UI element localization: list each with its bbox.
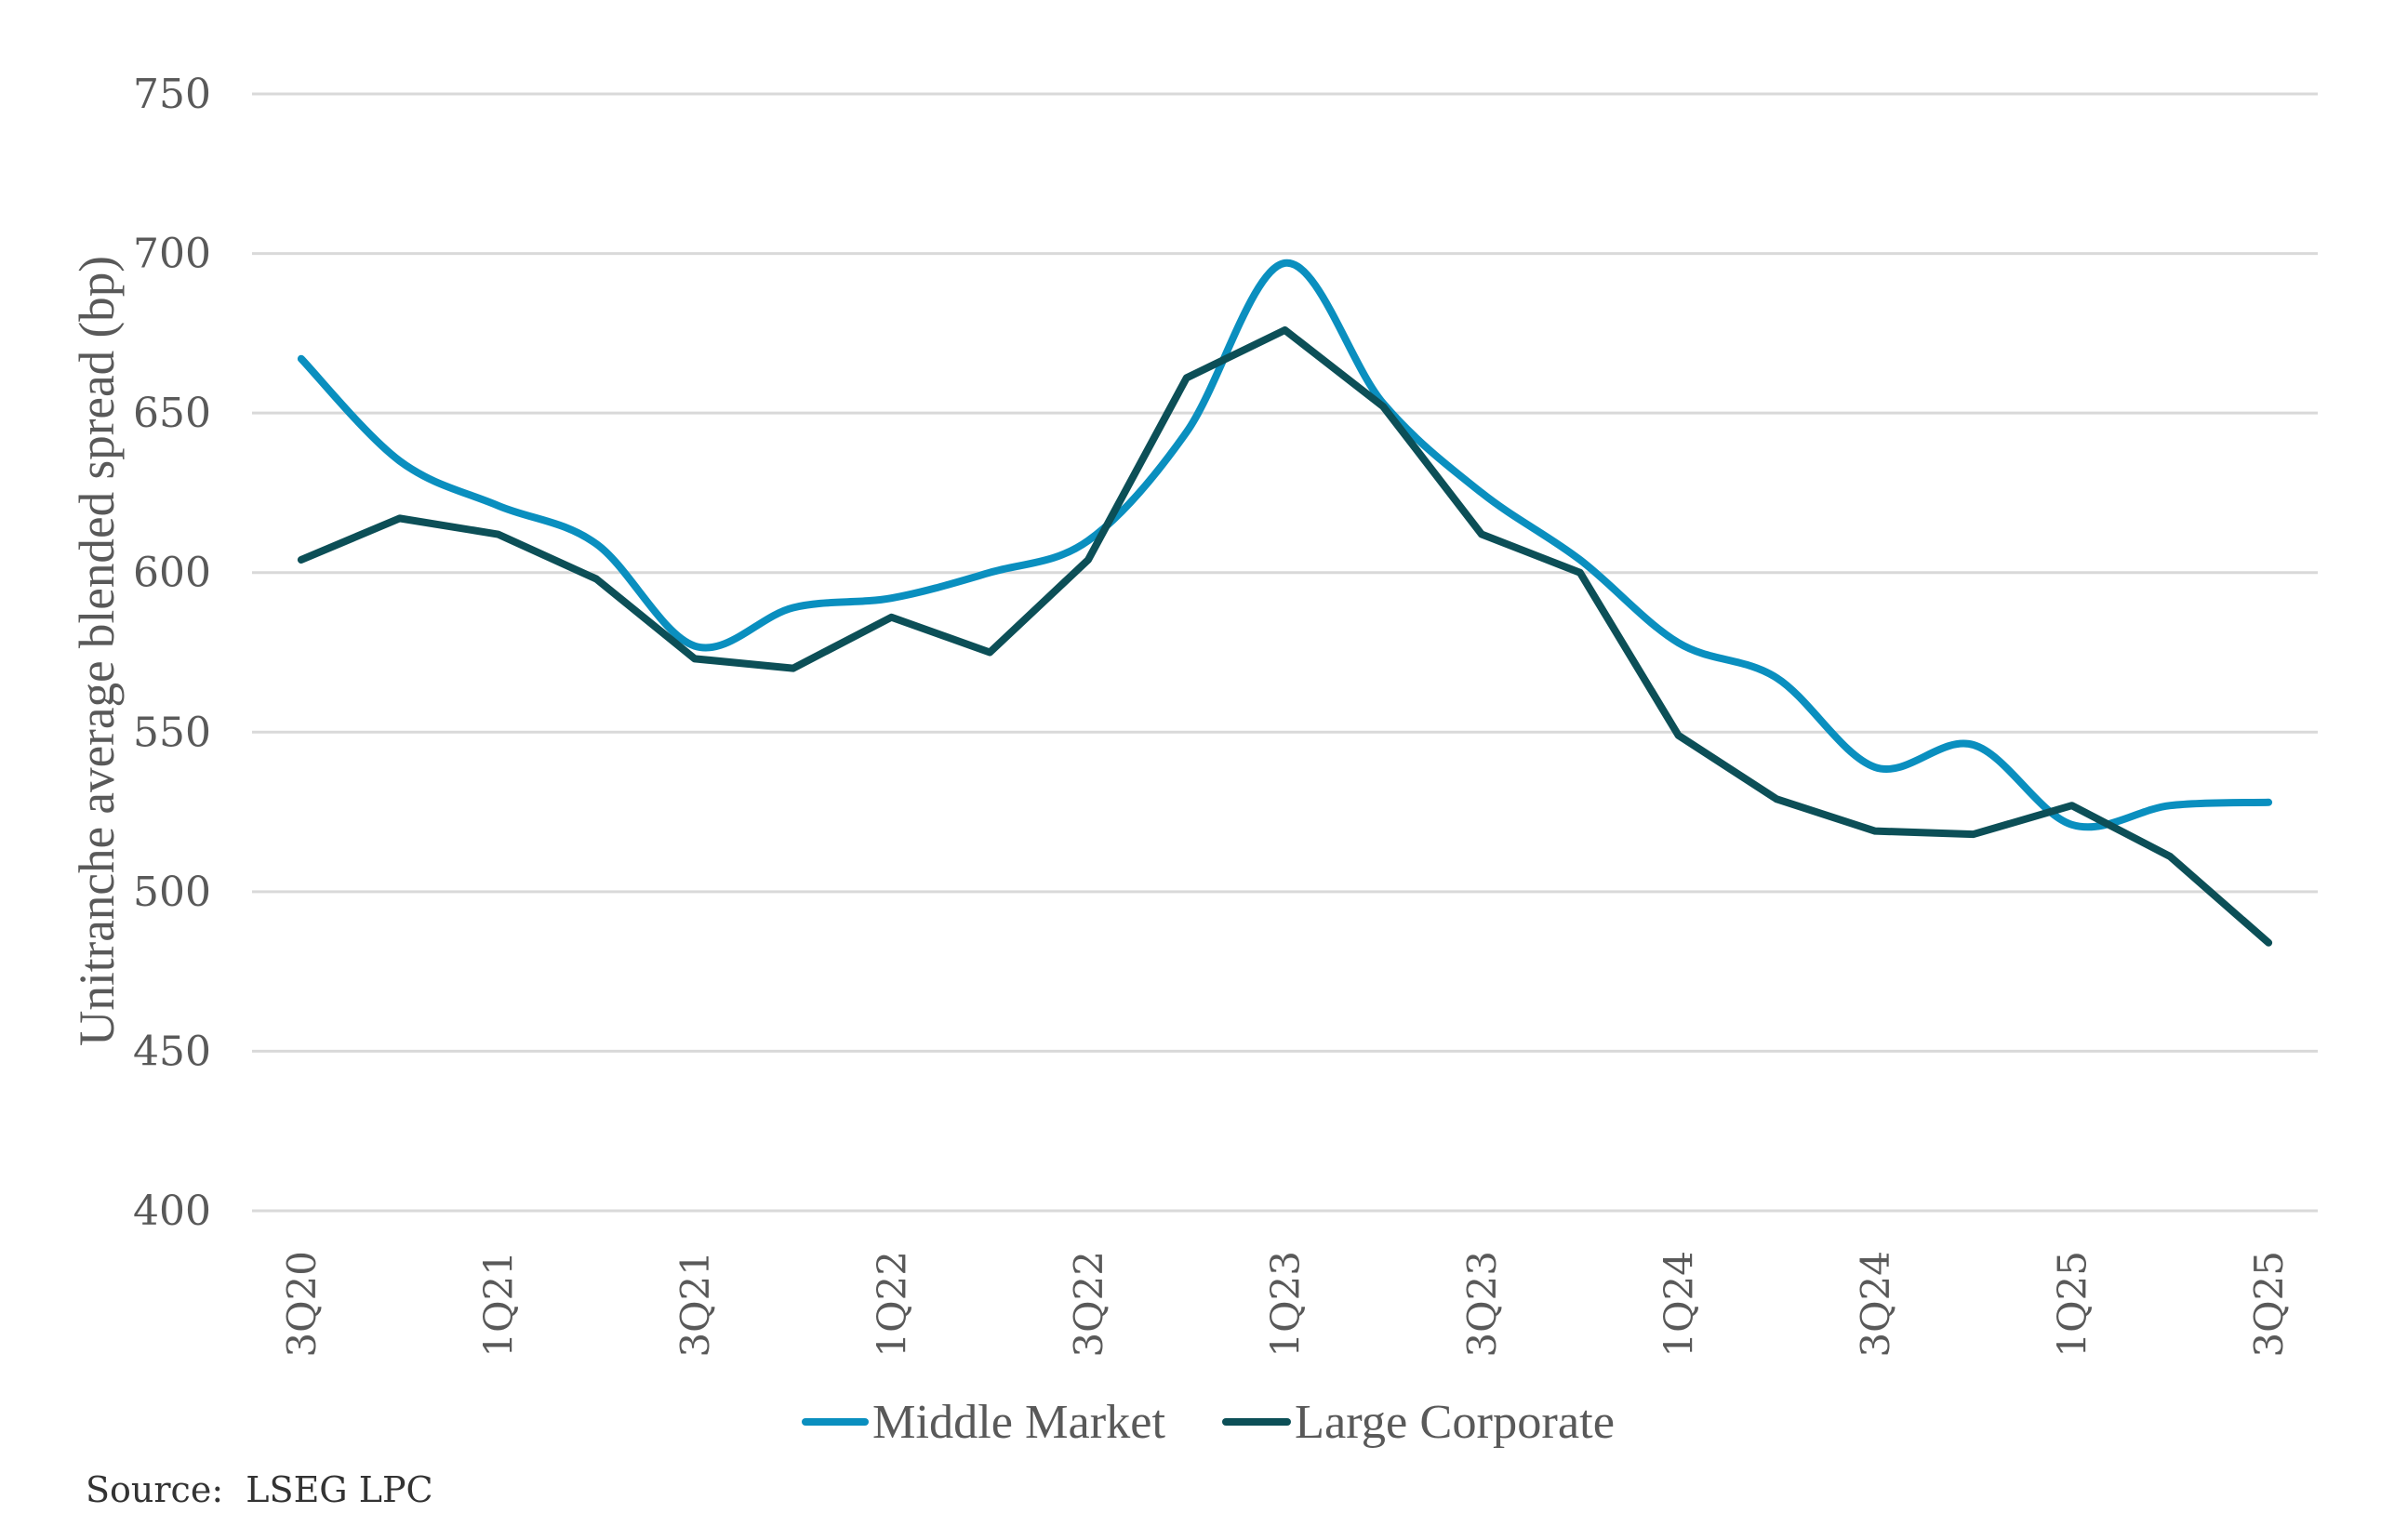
x-tick-label: 1Q23 [1263,1251,1309,1358]
data-point-middle-market-1Q25 [2068,821,2076,829]
data-point-large-corporate-1Q24 [1675,732,1683,739]
data-point-middle-market-3Q24 [1871,763,1879,771]
data-point-middle-market-1Q22 [887,594,895,602]
source-label: Source: [86,1469,224,1510]
x-tick-label: 1Q25 [2050,1251,2095,1358]
x-tick-label: 3Q22 [1066,1251,1111,1358]
y-tick-label: 650 [133,390,211,437]
data-point-middle-market-4Q24 [1970,741,1977,749]
data-point-large-corporate-3Q24 [1871,828,1879,835]
data-point-large-corporate-4Q22 [1183,374,1190,381]
data-point-large-corporate-4Q24 [1970,830,1977,838]
data-point-large-corporate-1Q25 [2068,802,2076,809]
x-tick-label: 3Q23 [1459,1251,1505,1358]
x-tick-label: 3Q24 [1853,1251,1898,1358]
y-tick-label: 400 [133,1188,211,1235]
data-point-middle-market-2Q25 [2166,802,2174,809]
data-point-large-corporate-3Q22 [1084,556,1092,564]
x-tick-label: 3Q20 [279,1251,325,1358]
x-tick-label: 3Q25 [2246,1251,2292,1358]
data-point-large-corporate-3Q23 [1478,531,1485,538]
y-tick-label: 550 [133,709,211,756]
y-tick-label: 750 [133,71,211,118]
x-tick-label: 1Q22 [869,1251,914,1358]
data-point-middle-market-4Q20 [396,458,404,465]
source-value: LSEG LPC [246,1469,433,1510]
y-tick-label: 450 [133,1028,211,1075]
data-point-middle-market-1Q23 [1282,259,1289,267]
data-point-large-corporate-2Q23 [1379,403,1387,410]
data-point-middle-market-3Q22 [1084,537,1092,544]
data-point-large-corporate-3Q20 [298,556,305,564]
data-point-middle-market-2Q24 [1773,674,1780,682]
data-point-middle-market-4Q21 [790,604,797,611]
data-point-large-corporate-3Q25 [2265,939,2272,947]
x-tick-label: 3Q21 [672,1251,718,1358]
legend-label-middle-market: Middle Market [872,1396,1166,1449]
data-point-middle-market-3Q25 [2265,799,2272,806]
data-point-large-corporate-4Q21 [790,665,797,672]
legend: Middle Market Large Corporate [802,1396,1615,1449]
data-point-middle-market-2Q22 [986,569,993,577]
data-point-large-corporate-2Q22 [986,649,993,657]
data-point-large-corporate-2Q24 [1773,795,1780,803]
data-point-large-corporate-2Q21 [592,576,600,583]
y-axis-tick-labels: 400 450 500 550 600 650 700 750 [133,71,211,1235]
x-tick-label: 1Q21 [475,1251,521,1358]
data-point-middle-market-3Q23 [1478,489,1485,497]
data-point-middle-market-3Q21 [691,643,698,650]
series-line-middle-market [297,259,2273,831]
data-point-large-corporate-1Q22 [887,614,895,621]
data-point-middle-market-3Q20 [298,355,305,363]
legend-label-large-corporate: Large Corporate [1295,1396,1615,1449]
data-point-middle-market-1Q21 [494,502,501,510]
data-point-large-corporate-1Q23 [1282,326,1289,334]
x-tick-label: 1Q24 [1656,1251,1702,1358]
data-point-large-corporate-4Q23 [1576,569,1584,577]
series-line-large-corporate [297,325,2273,947]
y-tick-label: 700 [133,231,211,278]
data-point-middle-market-4Q22 [1183,429,1190,436]
series-lines [297,259,2273,947]
data-point-large-corporate-4Q20 [396,514,404,522]
data-point-large-corporate-1Q21 [494,531,501,538]
x-axis-tick-labels: 3Q20 1Q21 3Q21 1Q22 3Q22 1Q23 3Q23 1Q24 3Q24 1Q25… [279,1251,2292,1358]
data-point-middle-market-2Q21 [592,540,600,548]
y-tick-label: 500 [133,869,211,916]
data-point-large-corporate-3Q21 [691,655,698,662]
data-point-large-corporate-2Q25 [2166,853,2174,860]
source-note: Source: LSEG LPC [86,1469,433,1510]
y-axis-title: Unitranche average blended spread (bp) [69,256,125,1046]
data-point-middle-market-1Q24 [1675,639,1683,646]
data-point-middle-market-4Q23 [1576,556,1584,564]
y-tick-label: 600 [133,550,211,597]
gridlines [252,92,2318,1213]
